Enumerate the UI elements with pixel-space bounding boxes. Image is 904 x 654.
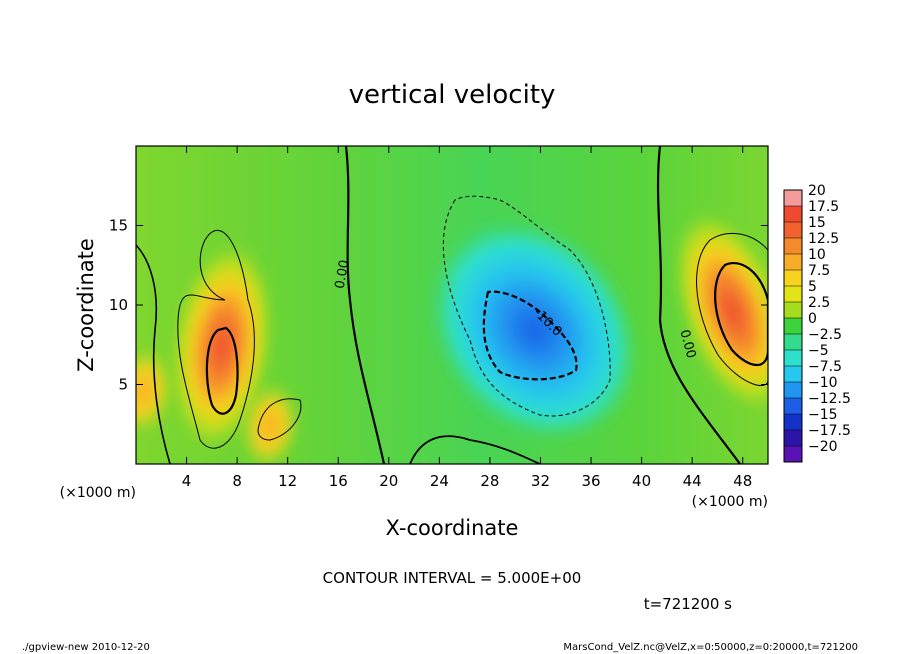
colorbar-label: −7.5 [808, 359, 842, 375]
plot-field: 0.00 -10.0 0.00 [136, 146, 768, 464]
x-tick-label: 28 [480, 472, 499, 490]
colorbar-swatch [784, 238, 802, 254]
x-unit-right: (×1000 m) [692, 494, 768, 510]
updraft-region [239, 381, 301, 464]
colorbar-label: −17.5 [808, 423, 851, 439]
y-axis: 5 10 15 [109, 217, 768, 394]
x-tick-label: 24 [430, 472, 449, 490]
contour-lines [136, 146, 768, 464]
x-tick-label: 32 [531, 472, 550, 490]
x-tick-label: 36 [581, 472, 600, 490]
contour-label-zero-west: 0.00 [333, 259, 353, 290]
footer-right: MarsCond_VelZ.nc@VelZ,x=0:50000,z=0:2000… [563, 642, 858, 653]
updraft-region [673, 211, 768, 412]
colorbar-label: −12.5 [808, 391, 851, 407]
colorbar-label: 5 [808, 279, 817, 295]
colorbar-label: −20 [808, 439, 838, 455]
colorbar-swatch [784, 430, 802, 446]
colorbar-swatch [784, 318, 802, 334]
updraft-region [170, 242, 274, 451]
contour-neg5 [442, 195, 611, 417]
colorbar-label: −15 [808, 407, 838, 423]
colorbar-label: 20 [808, 183, 826, 199]
colorbar-swatch [784, 222, 802, 238]
colorbar-swatch [784, 254, 802, 270]
x-tick-label: 40 [632, 472, 651, 490]
x-tick-label: 16 [329, 472, 348, 490]
zero-contour-east [656, 146, 741, 464]
contour-5-west [177, 229, 255, 449]
contour-interval-text: CONTOUR INTERVAL = 5.000E+00 [323, 569, 582, 587]
x-tick-label: 48 [733, 472, 752, 490]
colorbar-label: −5 [808, 343, 829, 359]
colorbar-label: 0 [808, 311, 817, 327]
colorbar-swatch [784, 334, 802, 350]
colorbar-swatch [784, 382, 802, 398]
colorbar-frame [783, 189, 803, 463]
zero-contour-left [136, 244, 171, 464]
colorbar-swatch [784, 286, 802, 302]
colorbar-swatch [784, 302, 802, 318]
colorbar-swatch [784, 190, 802, 206]
downdraft-region [428, 219, 640, 442]
colorbar-swatch [784, 350, 802, 366]
x-tick-label: 44 [683, 472, 702, 490]
x-unit-left: (×1000 m) [60, 485, 136, 501]
y-axis-label: Z-coordinate [74, 238, 98, 372]
x-tick-label: 20 [379, 472, 398, 490]
colorbar: 2017.51512.5107.552.50−2.5−5−7.5−10−12.5… [783, 183, 851, 463]
colorbar-label: 12.5 [808, 231, 839, 247]
x-axis-label: X-coordinate [386, 516, 519, 540]
y-tick-label: 5 [118, 376, 128, 394]
contour-label-zero-east: 0.00 [676, 328, 698, 360]
footer-left: ./gpview-new 2010-12-20 [22, 642, 150, 653]
x-tick-label: 4 [182, 472, 192, 490]
colorbar-label: −2.5 [808, 327, 842, 343]
zero-contour-bottom [409, 435, 541, 464]
y-tick-label: 15 [109, 217, 128, 235]
x-tick-label: 12 [278, 472, 297, 490]
field-features [136, 211, 768, 464]
colorbar-label: 10 [808, 247, 826, 263]
x-tick-label: 8 [232, 472, 242, 490]
x-axis: 4 8 12 16 20 24 28 32 36 40 44 48 [182, 146, 752, 490]
contour-5-east [696, 232, 768, 387]
time-text: t=721200 s [644, 595, 732, 613]
colorbar-label: 2.5 [808, 295, 830, 311]
colorbar-label: 7.5 [808, 263, 830, 279]
colorbar-swatch [784, 206, 802, 222]
colorbar-swatch [784, 446, 802, 462]
contour-5-small [257, 398, 302, 441]
colorbar-swatch [784, 366, 802, 382]
contour-10-east [714, 262, 768, 366]
colorbar-swatch [784, 414, 802, 430]
colorbar-swatch [784, 398, 802, 414]
chart-title: vertical velocity [349, 80, 556, 110]
contour-10-west [205, 326, 239, 415]
colorbar-label: 17.5 [808, 199, 839, 215]
contour-neg10 [482, 290, 578, 381]
colorbar-label: −10 [808, 375, 838, 391]
colorbar-label: 15 [808, 215, 826, 231]
y-tick-label: 10 [109, 296, 128, 314]
zero-contour-west [344, 146, 386, 464]
colorbar-swatch [784, 270, 802, 286]
